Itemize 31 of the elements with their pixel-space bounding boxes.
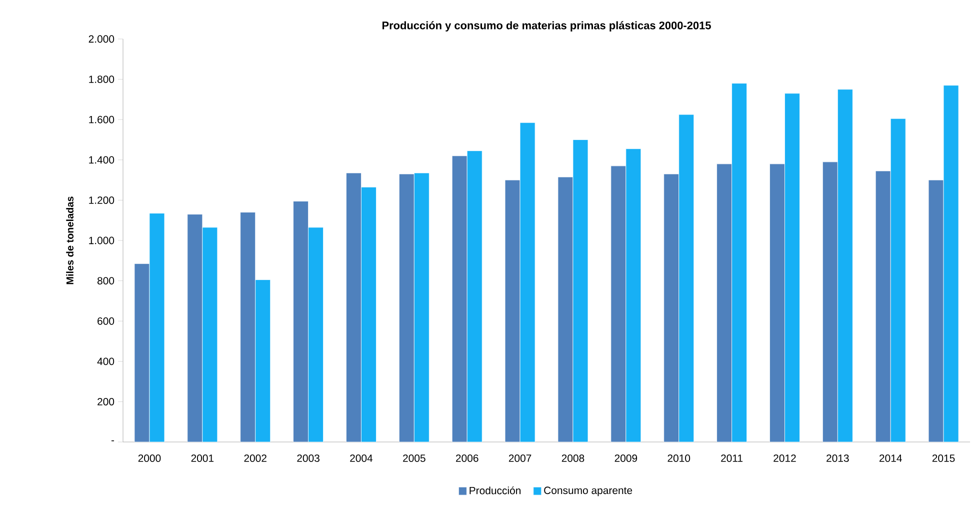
- x-tick-label: 2013: [826, 454, 849, 462]
- y-tick-label: 1.800: [89, 76, 114, 83]
- x-tick-label: 2000: [138, 454, 161, 462]
- y-tick-label: 1.400: [89, 156, 114, 164]
- legend-label: Consumo aparente: [544, 486, 632, 496]
- y-tick-label: 1.000: [89, 236, 114, 244]
- y-axis-title: Miles de toneladas: [66, 196, 74, 284]
- chart-title: Producción y consumo de materias primas plásticas 2000-2015: [382, 21, 711, 32]
- x-tick-label: 2003: [297, 454, 320, 462]
- x-tick-label: 2007: [508, 454, 532, 462]
- x-tick-label: 2011: [721, 454, 743, 462]
- y-tick-label: 200: [98, 398, 114, 406]
- y-tick-label: 2.000: [88, 35, 114, 43]
- x-tick-label: 2006: [456, 454, 478, 462]
- x-tick-label: 2008: [562, 454, 584, 462]
- legend-label: Producción: [470, 486, 521, 494]
- y-tick-label: 1.200: [89, 196, 114, 204]
- y-tick-label: -: [111, 440, 114, 442]
- x-tick-label: 2001: [191, 454, 214, 462]
- x-tick-label: 2010: [668, 454, 690, 462]
- x-tick-label: 2004: [350, 454, 373, 462]
- x-tick-label: 2015: [932, 454, 955, 462]
- y-tick-label: 1.600: [89, 116, 114, 124]
- y-tick-label: 600: [98, 317, 114, 325]
- x-tick-label: 2002: [244, 454, 266, 462]
- x-tick-label: 2005: [403, 454, 426, 462]
- x-tick-label: 2012: [774, 454, 796, 462]
- y-tick-label: 400: [97, 358, 114, 366]
- y-tick-label: 800: [97, 277, 114, 284]
- x-tick-label: 2014: [880, 454, 902, 462]
- x-tick-label: 2009: [614, 454, 638, 462]
